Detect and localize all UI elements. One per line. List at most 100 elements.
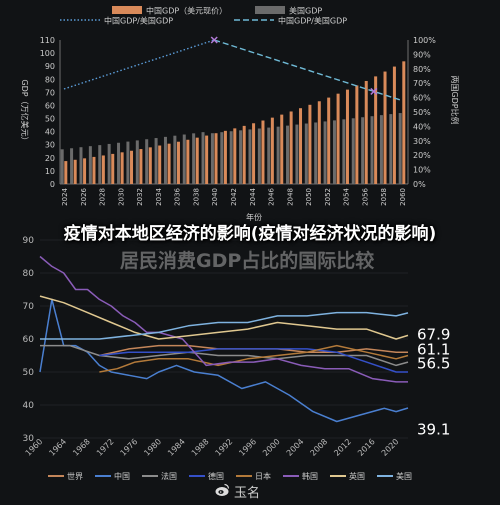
china-gdp-bar — [308, 104, 312, 184]
y-tick-label: 50 — [23, 368, 35, 378]
china-gdp-bar — [374, 76, 378, 184]
y2-tick-label: 90% — [413, 50, 431, 59]
y2-axis-label: 两国GDP比例 — [450, 75, 460, 124]
y2-tick-label: 80% — [413, 65, 431, 74]
y-tick-label: 100 — [40, 49, 55, 58]
us-gdp-bar — [145, 139, 149, 184]
x-tick-label: 2060 — [399, 188, 407, 206]
us-gdp-bar — [370, 116, 374, 184]
series-line-france — [40, 344, 409, 367]
y-tick-label: 40 — [23, 401, 35, 411]
legend-label: 美国 — [396, 471, 412, 481]
y-tick-label: 60 — [45, 101, 55, 110]
x-tick-label: 2042 — [230, 188, 238, 206]
china-gdp-bar — [270, 117, 274, 184]
us-gdp-bar — [163, 136, 167, 184]
x-tick-label: 2020 — [380, 437, 401, 458]
y-tick-label: 50 — [45, 115, 55, 124]
y2-tick-label: 70% — [413, 79, 431, 88]
us-gdp-bar — [257, 128, 261, 184]
x-tick-label: 2038 — [192, 188, 200, 206]
china-gdp-bar — [205, 135, 209, 184]
us-gdp-bar — [201, 132, 205, 184]
us-gdp-bar — [361, 117, 365, 184]
us-gdp-bar — [182, 134, 186, 184]
us-gdp-bar — [276, 126, 280, 184]
china-gdp-bar — [186, 139, 190, 184]
us-gdp-bar — [389, 114, 393, 184]
x-tick-label: 1964 — [47, 437, 68, 458]
y2-tick-label: 30% — [413, 137, 431, 146]
us-gdp-bar — [135, 140, 139, 184]
y-tick-label: 30 — [45, 141, 55, 150]
china-gdp-bar — [64, 161, 68, 184]
x-tick-label: 2040 — [211, 188, 219, 206]
china-gdp-bar — [158, 145, 162, 184]
y2-tick-label: 60% — [413, 94, 431, 103]
x-tick-label: 2024 — [61, 187, 69, 205]
x-tick-label: 2012 — [332, 437, 353, 458]
x-tick-label: 2030 — [117, 188, 125, 206]
series-line-usa — [40, 311, 409, 340]
y-tick-label: 80 — [23, 269, 35, 279]
legend-label: 世界 — [67, 471, 83, 481]
us-gdp-bar — [323, 121, 327, 184]
y-tick-label: 30 — [23, 434, 35, 444]
us-gdp-bar — [60, 149, 64, 184]
us-gdp-bar — [173, 135, 177, 184]
x-tick-label: 1968 — [71, 437, 92, 458]
us-gdp-bar — [192, 133, 196, 184]
y-tick-label: 60 — [23, 335, 35, 345]
us-gdp-bar — [332, 120, 336, 184]
y2-tick-label: 50% — [413, 108, 431, 117]
us-gdp-bar — [304, 123, 308, 184]
series-line-germany — [99, 348, 408, 373]
us-gdp-bar — [398, 113, 402, 184]
series-line-uk — [39, 295, 409, 340]
end-value-label: 39.1 — [417, 420, 450, 438]
legend-label: 中国GDP/美国GDP — [104, 16, 173, 26]
us-gdp-bar — [379, 115, 383, 184]
weibo-style-icon — [215, 483, 230, 496]
end-value-label: 67.9 — [417, 325, 450, 343]
china-gdp-bar — [364, 80, 368, 184]
us-gdp-bar — [239, 130, 243, 184]
x-tick-label: 2016 — [356, 437, 377, 458]
y2-tick-label: 100% — [413, 36, 436, 45]
x-tick-label: 2058 — [380, 188, 388, 206]
china-gdp-bar — [336, 93, 340, 184]
china-gdp-bar — [345, 89, 349, 184]
us-gdp-bar — [107, 143, 111, 184]
china-gdp-bar — [280, 114, 284, 184]
china-gdp-bar — [214, 133, 218, 184]
china-gdp-bar — [139, 149, 143, 184]
end-value-label: 61.1 — [417, 340, 450, 358]
us-gdp-bar — [98, 145, 102, 184]
china-gdp-bar — [233, 128, 237, 184]
x-tick-label: 1984 — [166, 437, 187, 458]
us-gdp-bar — [154, 138, 158, 184]
legend-label: 中国GDP/美国GDP — [278, 16, 347, 26]
china-gdp-bar — [83, 158, 87, 184]
x-tick-label: 2036 — [174, 187, 182, 205]
y-tick-label: 20 — [45, 154, 55, 163]
legend-label: 中国 — [114, 471, 130, 481]
y-tick-label: 0 — [50, 180, 55, 189]
x-tick-label: 2034 — [155, 187, 163, 205]
y2-tick-label: 10% — [413, 166, 431, 175]
china-gdp-bar — [402, 61, 406, 184]
china-gdp-bar — [392, 66, 396, 184]
us-gdp-bar — [286, 125, 290, 184]
legend-label: 德国 — [208, 471, 224, 481]
china-gdp-bar — [130, 150, 134, 184]
legend-swatch — [112, 6, 142, 14]
us-gdp-bar — [229, 131, 233, 184]
china-gdp-bar — [242, 125, 246, 184]
china-gdp-bar — [299, 108, 303, 184]
x-tick-label: 1996 — [237, 437, 258, 458]
x-tick-label: 1972 — [95, 437, 116, 458]
y-tick-label: 10 — [45, 167, 55, 176]
china-gdp-bar — [167, 143, 171, 184]
series-line-korea — [39, 255, 408, 383]
